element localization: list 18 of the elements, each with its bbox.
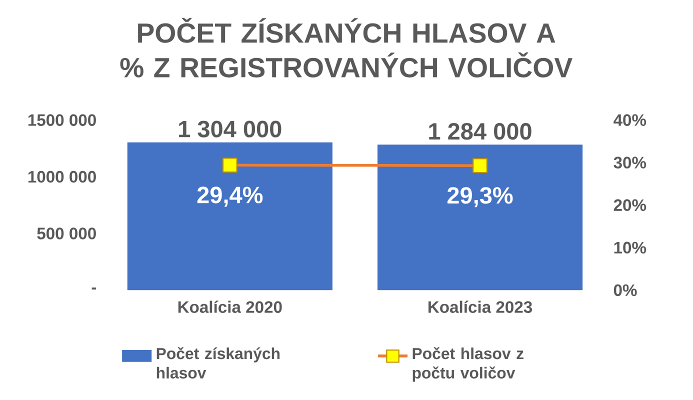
y-tick-label: 1000 000 [28,170,96,183]
y-tick-label: - [92,288,96,290]
y2-tick-label: 10% [614,242,646,254]
legend-label: Počet získaných hlasov [156,347,280,379]
data-label: 1 284 000 [429,123,532,140]
y2-tick-label: 30% [614,156,646,168]
data-label: 29,4% [197,186,263,207]
y2-tick-label: 20% [614,199,646,211]
x-tick-label: Koalícia 2023 [428,300,532,313]
legend-label: Počet hlasov z počtu voličov [412,347,524,382]
x-tick-label: Koalícia 2020 [178,300,282,313]
data-label: 1 304 000 [179,120,282,138]
y2-tick-label: 40% [614,114,646,126]
data-label: 29,3% [447,187,513,208]
chart-title: POČET ZÍSKANÝCH HLASOV A % Z REGISTROVANÝCH VOLIČOV [120,18,572,78]
y-tick-label: 500 000 [37,228,96,240]
y-tick-label: 1500 000 [28,114,96,126]
y2-tick-label: 0% [614,284,637,296]
